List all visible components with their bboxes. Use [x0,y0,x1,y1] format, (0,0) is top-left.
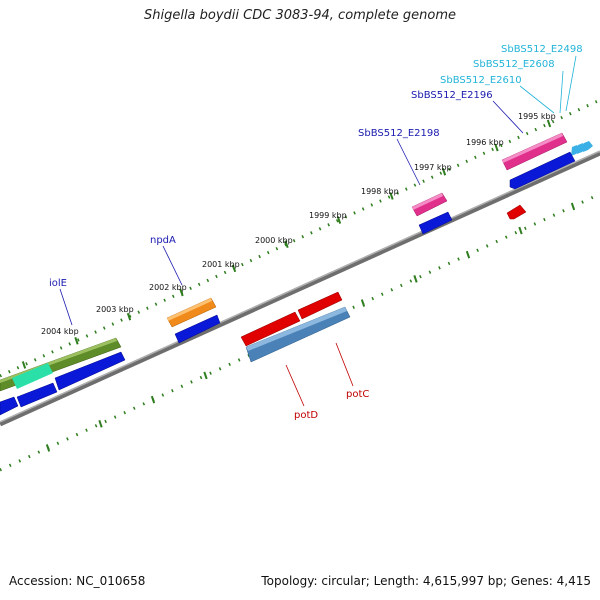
genome-summary-text: Topology: circular; Length: 4,615,997 bp… [261,574,591,588]
outer-major-tick-1 [74,336,79,345]
forward-features [0,132,593,416]
scale-label-2002: 2002 kbp [149,283,187,292]
feature-npdA[interactable] [166,297,217,328]
scale-label-1997: 1997 kbp [414,163,452,172]
feature-green-teal[interactable] [12,363,53,389]
outer-major-tick-3 [179,288,184,297]
leader-SbBS512_E2498 [565,55,577,112]
leader-SbBS512_E2196 [492,100,524,134]
scale-label-2004: 2004 kbp [41,327,79,336]
leader-SbBS512_E2608 [559,70,564,114]
label-SbBS512_E2498: SbBS512_E2498 [501,44,583,55]
inner-major-tick-9 [518,226,523,235]
feature-forward-cds-5[interactable] [16,382,58,408]
label-SbBS512_E2608: SbBS512_E2608 [473,59,555,70]
inner-major-tick-1 [98,419,103,428]
label-SbBS512_E2196: SbBS512_E2196 [411,90,493,101]
inner-major-tick-10 [570,202,576,211]
inner-major-tick-7 [413,275,418,283]
scale-label-2003: 2003 kbp [96,305,134,314]
scale-label-1995: 1995 kbp [518,112,556,121]
inner-major-tick-2 [150,395,156,404]
outer-tick-track [0,98,600,378]
feature-forward-cds-4[interactable] [54,351,126,391]
feature-reverse-small[interactable] [506,204,527,220]
outer-major-tick-7 [389,192,394,200]
feature-SbBS512_E2498[interactable] [583,141,593,152]
label-potD: potD [294,410,318,421]
scale-label-2001: 2001 kbp [202,260,240,269]
leader-npdA [162,245,183,286]
scale-label-1998: 1998 kbp [361,187,399,196]
reverse-features [240,204,527,363]
feature-forward-cds-3[interactable] [174,314,221,344]
scale-label-2000: 2000 kbp [255,236,293,245]
leader-SbBS512_E2610 [519,85,555,114]
outer-major-ticks [21,119,552,369]
label-SbBS512_E2610: SbBS512_E2610 [440,75,522,86]
leader-potD [285,364,305,407]
inner-major-tick-0 [45,444,51,452]
outer-major-tick-0 [21,361,27,369]
feature-SbBS512_E2198-shade [412,193,443,210]
scale-label-1996: 1996 kbp [466,138,504,147]
outer-major-tick-10 [546,119,552,128]
leader-SbBS512_E2198 [396,138,421,186]
outer-major-tick-2 [126,312,132,321]
map-title: Shigella boydii CDC 3083-94, complete ge… [143,8,457,23]
feature-forward-cds-6[interactable] [0,396,19,416]
feature-reverse-blue-block-shade [246,307,347,351]
leader-potC [335,342,354,387]
label-potC: potC [346,389,369,400]
label-iolE: iolE [49,278,67,289]
genome-backbone [0,150,600,427]
gene-labels: SbBS512_E2498 SbBS512_E2608 SbBS512_E261… [49,44,583,421]
feature-SbBS512_E2196-shade [502,133,563,163]
scale-label-1999: 1999 kbp [309,211,347,220]
feature-npdA-shade [167,298,212,321]
outer-major-tick-9 [494,143,499,152]
inner-major-tick-6 [360,299,366,307]
scale-labels: 1995 kbp 1996 kbp 1997 kbp 1998 kbp 1999… [41,112,556,336]
feature-potD[interactable] [240,311,301,347]
label-SbBS512_E2198: SbBS512_E2198 [358,128,440,139]
label-npdA: npdA [150,235,176,246]
feature-forward-cds-2[interactable] [418,211,453,235]
label-leaders [59,55,577,407]
outer-major-tick-4 [231,264,237,273]
leader-iolE [59,288,73,326]
feature-potC[interactable] [297,291,343,320]
genome-backbone-highlight [0,150,600,423]
inner-major-tick-3 [203,371,208,380]
outer-major-tick-8 [441,167,447,176]
feature-forward-cds-1[interactable] [509,151,576,190]
inner-major-tick-8 [465,250,471,259]
outer-major-tick-6 [336,216,342,224]
outer-major-tick-5 [284,240,289,249]
accession-text: Accession: NC_010658 [9,574,146,588]
